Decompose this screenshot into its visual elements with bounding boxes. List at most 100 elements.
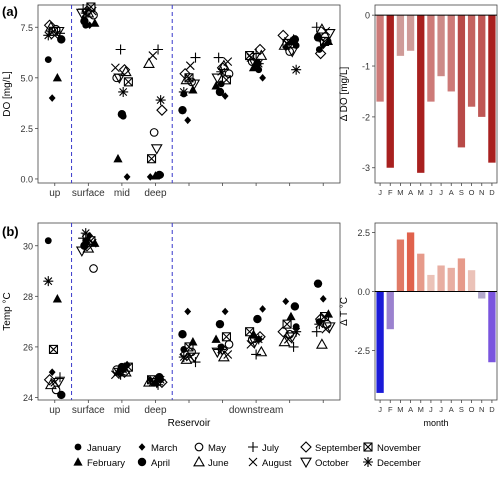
data-point (311, 326, 322, 337)
bar (427, 15, 435, 102)
bar (386, 291, 394, 330)
legend-symbol (300, 441, 312, 453)
data-point (259, 74, 267, 82)
data-point (188, 79, 201, 90)
data-point (43, 276, 54, 287)
x-tick-label: mid (114, 188, 130, 199)
data-point (75, 246, 88, 257)
legend-label: November (377, 443, 421, 454)
data-point (254, 331, 266, 343)
legend-label: October (315, 458, 349, 469)
data-point (211, 73, 224, 84)
data-point (111, 63, 120, 73)
data-point (223, 57, 233, 67)
data-point (314, 47, 327, 60)
x-tick-label: downstream (229, 405, 283, 416)
x-tick-label: O (469, 405, 475, 414)
y-tick-label: 5.0 (20, 73, 33, 83)
data-point (44, 56, 52, 64)
data-point (123, 77, 133, 87)
bar (437, 15, 445, 77)
data-point (215, 87, 225, 97)
bar (417, 15, 425, 173)
data-point (52, 294, 62, 303)
legend-item: September (300, 441, 361, 454)
data-point (52, 26, 65, 38)
bar (386, 15, 394, 168)
data-point (277, 325, 289, 338)
temp-scatter-plot: 24 26 28 30 Temp °C up surface mid deep downstrea… (2, 222, 341, 429)
legend-item: August (248, 457, 292, 469)
data-point (321, 324, 331, 334)
data-point (142, 57, 155, 69)
y-axis-label: Δ DO [mg/L] (339, 67, 350, 122)
x-tick-label: J (439, 188, 443, 197)
bar (447, 267, 455, 292)
bar (417, 253, 425, 292)
data-point (146, 154, 157, 164)
x-tick-label: surface (72, 188, 105, 199)
bar (376, 15, 384, 102)
bar (376, 291, 384, 393)
legend-symbol (194, 442, 204, 452)
data-point (248, 59, 261, 70)
data-point (277, 29, 289, 42)
legend-symbol (137, 457, 147, 467)
data-point (283, 334, 293, 344)
data-point (118, 364, 129, 375)
data-point (253, 58, 264, 69)
bar (406, 232, 415, 292)
data-point (311, 22, 322, 33)
legend-item: October (300, 457, 349, 469)
data-point (282, 319, 292, 329)
data-point (292, 323, 300, 331)
data-point (319, 312, 330, 322)
legend-symbol (363, 442, 373, 452)
data-point (118, 366, 131, 378)
y-tick-label: 0.0 (20, 174, 33, 184)
data-point (254, 43, 266, 56)
data-point (188, 352, 201, 364)
data-point (215, 319, 225, 329)
x-tick-label: up (49, 405, 61, 416)
bar (488, 15, 496, 163)
x-tick-label: up (49, 188, 61, 199)
data-point (245, 327, 255, 337)
data-point (314, 32, 325, 43)
data-point (156, 376, 168, 389)
data-point (190, 52, 201, 63)
data-point (188, 85, 198, 94)
plot-frame (374, 222, 498, 401)
x-tick-label: D (489, 188, 495, 197)
legend-item: February (73, 457, 125, 469)
x-tick-label: surface (72, 405, 105, 416)
legend-item: January (74, 443, 121, 454)
y-tick-label: 2.5 (20, 124, 33, 134)
data-point (48, 368, 56, 376)
data-point (57, 35, 66, 44)
data-point (323, 322, 336, 333)
data-point (44, 237, 52, 245)
legend-label: August (262, 458, 292, 469)
y-axis-label: Temp °C (2, 292, 13, 330)
y-tick-label: -2.5 (354, 346, 370, 356)
bar (437, 265, 445, 292)
y-tick-label: -1 (362, 62, 370, 72)
y-axis-label: Δ T °C (339, 297, 350, 326)
x-axis-label: Reservoir (168, 418, 211, 429)
x-tick-label: A (449, 188, 454, 197)
data-point (113, 153, 123, 163)
data-point (221, 332, 232, 342)
data-point (291, 326, 302, 337)
x-tick-label: deep (144, 188, 167, 199)
data-point (286, 311, 296, 321)
data-point (213, 52, 224, 63)
data-point (123, 360, 131, 369)
data-point (259, 305, 267, 313)
data-point (43, 30, 54, 41)
data-point (323, 28, 336, 40)
data-point (153, 44, 164, 55)
data-point (319, 295, 327, 303)
data-point (178, 105, 187, 115)
